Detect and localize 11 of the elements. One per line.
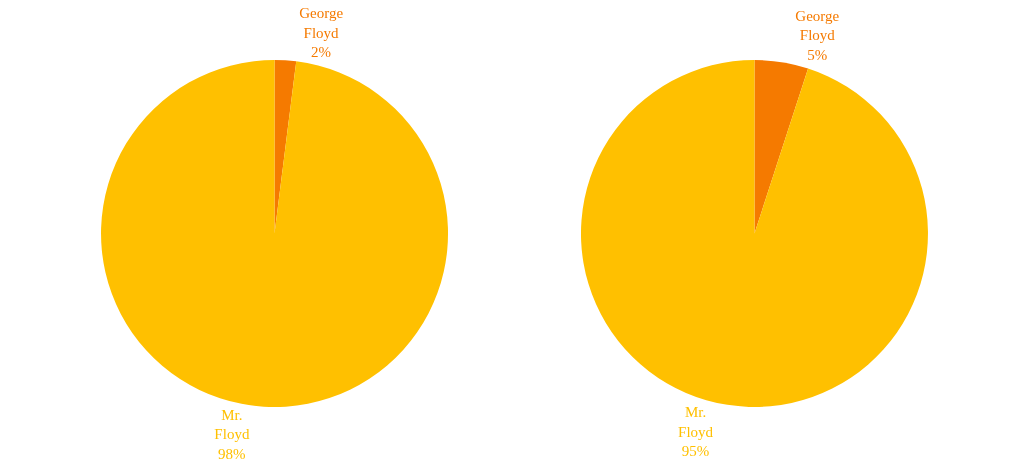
data-label: 98% bbox=[218, 445, 246, 462]
slice-label: George Floyd bbox=[299, 5, 344, 41]
pie-slice bbox=[101, 60, 448, 407]
pie-slice bbox=[581, 60, 928, 407]
data-label: 95% bbox=[681, 443, 710, 460]
data-label: 5% bbox=[807, 46, 828, 63]
data-label: 2% bbox=[311, 44, 332, 61]
pie-slice bbox=[754, 60, 809, 234]
slice-label: George Floyd bbox=[795, 7, 840, 44]
slice-label: Mr. Floyd bbox=[214, 406, 250, 443]
slice-label: Mr. Floyd bbox=[678, 404, 714, 440]
